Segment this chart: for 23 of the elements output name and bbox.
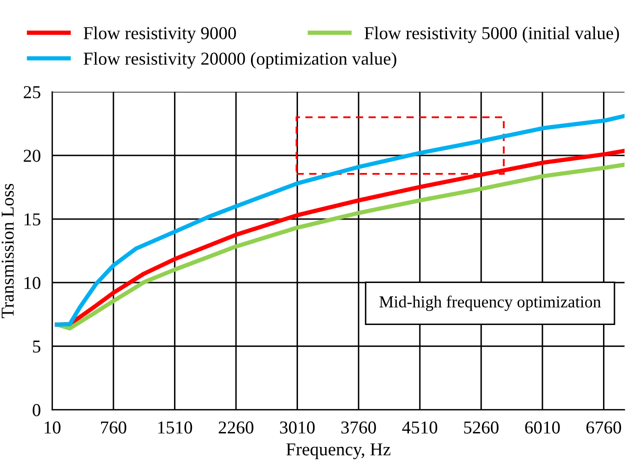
x-tick-label: 3010 bbox=[280, 421, 315, 434]
y-tick-label: 5 bbox=[33, 340, 40, 353]
y-axis-title: Transmission Loss bbox=[2, 184, 14, 318]
y-tick-label: 20 bbox=[24, 150, 40, 162]
legend-label: Flow resistivity 9000 bbox=[84, 26, 236, 43]
x-tick-label: 10 bbox=[44, 421, 60, 434]
x-tick-label: 6760 bbox=[586, 421, 622, 434]
x-tick-label: 2260 bbox=[218, 421, 254, 434]
y-tick-label: 10 bbox=[24, 276, 40, 290]
x-tick-label: 3760 bbox=[341, 421, 376, 434]
x-axis-title: Frequency, Hz bbox=[286, 443, 390, 460]
legend-label: Flow resistivity 5000 (initial value) bbox=[364, 26, 619, 43]
y-tick-label: 0 bbox=[32, 404, 40, 416]
x-tick-label: 760 bbox=[101, 421, 126, 434]
line-series bbox=[54, 114, 625, 327]
x-tick-label: 6010 bbox=[525, 421, 560, 434]
x-tick-label: 1510 bbox=[158, 421, 192, 434]
legend-label: Flow resistivity 20000 (optimization value) bbox=[84, 52, 396, 69]
x-tick-label: 5260 bbox=[464, 421, 499, 434]
y-tick-label: 25 bbox=[24, 86, 40, 98]
y-tick-label: 15 bbox=[24, 213, 40, 226]
annotation: Mid-high frequency optimization bbox=[379, 296, 601, 311]
x-tick-label: 4510 bbox=[402, 421, 438, 434]
